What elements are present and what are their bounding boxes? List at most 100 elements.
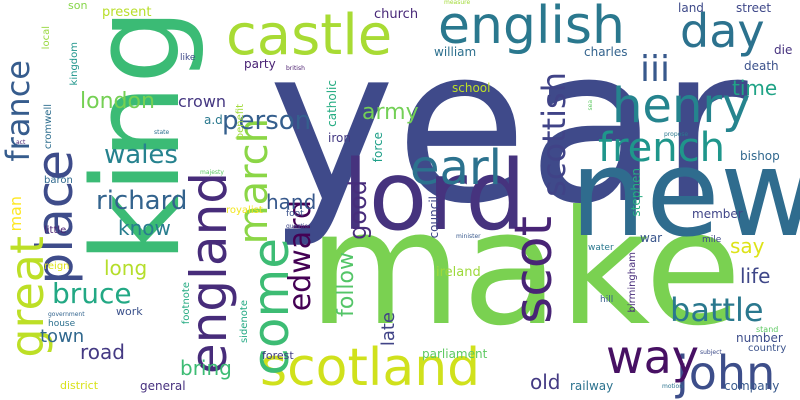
word-subject: subject [700,349,722,356]
word-day: day [680,4,765,58]
word-forest: forest [262,349,294,362]
word-wales: wales [104,140,178,170]
word-iii: iii [640,49,671,90]
word-man: man [6,196,25,232]
word-england: england [180,172,238,375]
word-scottish: scottish [535,72,573,197]
word-district: district [60,379,99,392]
word-benefit: benefit [235,104,246,140]
word-baron: baron [44,175,73,186]
word-know: know [118,216,171,240]
word-footnote: footnote [181,282,192,325]
word-propose: propose [664,131,689,138]
word-son: son [68,0,88,12]
word-english: english [438,0,625,56]
word-france: france [0,60,37,162]
word-like: like [180,53,196,63]
word-french: french [598,125,725,171]
word-new: new [570,125,800,264]
word-foot: foot [286,209,304,219]
word-army: army [362,100,419,125]
word-act: act [16,139,26,146]
word-london: london [80,89,155,114]
word-a-d: a.d [204,113,223,127]
word-stand: stand [756,325,779,334]
word-iron: iron [328,131,351,145]
word-party: party [244,57,276,71]
word-follow: follow [334,252,359,317]
word-minister: minister [456,233,481,240]
word-richard: richard [96,186,188,216]
word-water: water [588,243,614,253]
word-reign: reign [44,261,70,272]
word-parliament: parliament [422,347,488,361]
word-royalist: royalist [226,205,263,216]
word-cromwell: cromwell [43,104,54,150]
word-year: year [268,0,748,251]
word-time: time [732,76,778,100]
word-crown: crown [178,92,227,111]
word-government: government [48,311,85,318]
word-battle: battle [670,291,764,329]
word-stephen: stephen [629,168,643,217]
word-kingdom: kingdom [69,42,80,86]
word-church: church [374,7,419,22]
word-long: long [104,256,148,280]
word-earl: earl [410,140,503,196]
word-company: company [724,379,780,393]
word-hill: hill [600,295,614,305]
word-member: member [692,207,743,221]
word-scotland: scotland [260,338,481,398]
word-say: say [730,234,765,258]
word-number: number [736,331,783,345]
word-motion: motion [662,383,684,390]
word-house: house [48,319,76,329]
word-scot: scot [504,216,564,324]
word-land: land [678,1,704,15]
word-castle: castle [226,3,393,68]
word-birmingham: birmingham [627,252,638,313]
word-charles: charles [584,45,628,59]
word-state: state [154,129,170,136]
word-street: street [736,1,772,15]
word-present: present [102,5,152,20]
word-die: die [774,43,793,57]
word-general: general [140,379,186,393]
word-local: local [41,26,52,50]
word-person: person [222,106,312,136]
word-measure: measure [444,0,471,6]
word-bring: bring [180,356,232,380]
word-question: question [286,223,312,230]
word-railway: railway [570,379,614,393]
word-little: little [44,225,67,236]
word-lord: lord [342,140,527,252]
word-work: work [116,305,143,318]
word-ireland: ireland [436,265,481,280]
word-mile: mile [702,235,722,245]
word-war: war [640,231,663,245]
word-country: country [748,343,787,354]
word-late: late [378,312,399,347]
word-sea: sea [587,100,594,111]
word-school: school [452,81,491,95]
word-old: old [530,370,561,394]
word-majesty: majesty [200,169,224,176]
word-life: life [740,264,771,288]
word-bruce: bruce [52,277,132,310]
word-hand: hand [266,190,317,214]
word-henry: henry [612,78,751,134]
word-town: town [40,326,85,347]
word-catholic: catholic [325,80,339,127]
word-road: road [80,340,125,364]
word-way: way [606,330,700,384]
word-make: make [308,177,742,361]
word-good: good [344,180,372,240]
word-sidenote: sidenote [239,300,250,344]
word-william: william [434,45,477,59]
word-bishop: bishop [740,149,780,163]
word-john: john [676,346,776,400]
word-force: force [371,132,385,163]
word-death: death [744,59,779,73]
word-council: council [427,196,441,239]
